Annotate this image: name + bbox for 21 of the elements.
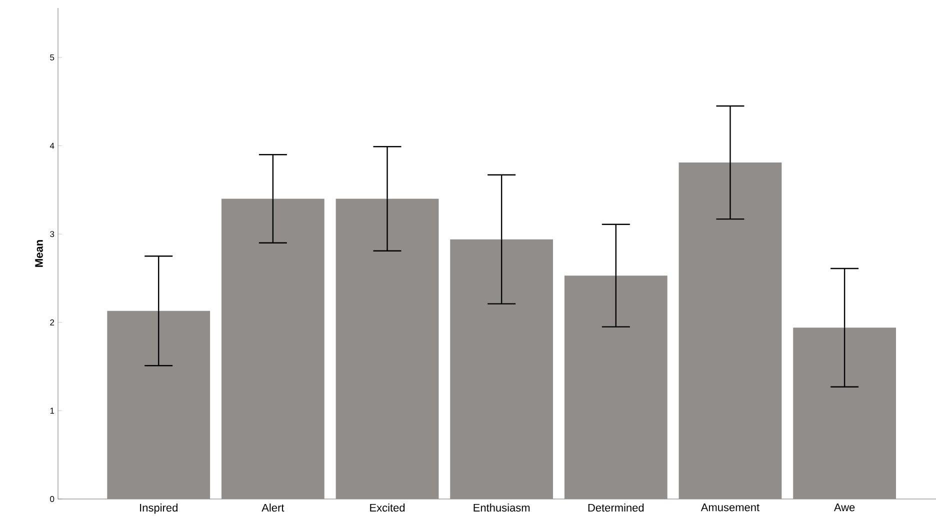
x-tick-label: Awe xyxy=(834,504,855,512)
x-tick-label: Alert xyxy=(262,504,284,512)
y-tick-label: 3 xyxy=(50,231,54,238)
y-tick-label: 4 xyxy=(50,142,54,149)
x-tick-label: Enthusiasm xyxy=(474,504,530,512)
x-tick-label: Amusement xyxy=(700,504,760,512)
y-tick-label: 1 xyxy=(50,408,54,414)
bar xyxy=(107,310,210,499)
bar xyxy=(793,328,896,499)
bar xyxy=(678,162,782,499)
bar xyxy=(564,276,668,499)
y-tick-label: 5 xyxy=(50,54,54,60)
x-tick-label: Excited xyxy=(370,504,405,512)
bar xyxy=(450,239,554,499)
bar xyxy=(221,198,324,499)
y-tick-label: 2 xyxy=(50,319,54,326)
x-tick-label: Determined xyxy=(588,504,644,512)
bar xyxy=(336,198,439,499)
y-axis-title: Mean xyxy=(35,240,43,267)
x-tick-label: Inspired xyxy=(140,504,178,514)
y-tick-label: 0 xyxy=(50,496,54,502)
